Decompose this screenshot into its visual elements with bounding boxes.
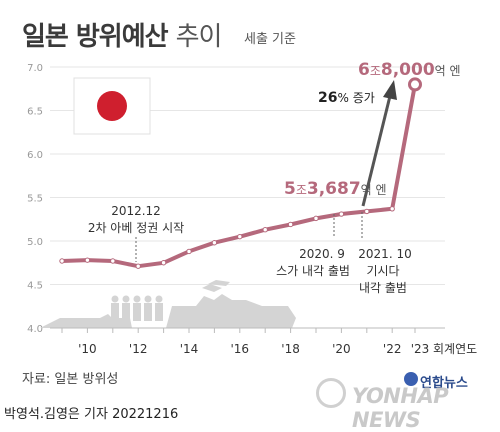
y-tick-label: 4.0 — [27, 324, 43, 335]
source-note: 자료: 일본 방위성 — [22, 372, 119, 387]
data-point — [160, 260, 167, 266]
data-point — [110, 258, 116, 264]
x-tick-label: '12 — [129, 342, 148, 356]
y-tick-label: 4.5 — [27, 281, 43, 292]
annotation-2012: 2012.12 2차 아베 정권 시작 — [88, 204, 184, 262]
yonhap-logo-icon — [316, 378, 346, 408]
data-point — [313, 215, 319, 222]
brand-label: 연합뉴스 — [420, 376, 468, 391]
annotation-2020: 2020. 9 스가 내각 출범 — [276, 214, 350, 278]
data-point — [237, 233, 243, 240]
x-unit-label: 회계연도 — [433, 342, 477, 356]
data-point — [186, 248, 192, 255]
increase-arrow — [361, 80, 397, 207]
data-point — [84, 257, 91, 263]
x-tick-label: '20 — [332, 342, 351, 356]
data-point — [338, 211, 345, 217]
data-point — [389, 206, 395, 212]
y-tick-label: 6.5 — [27, 107, 43, 118]
label-2022: 5조3,687억 엔 — [284, 179, 387, 199]
svg-text:2021. 10: 2021. 10 — [358, 247, 411, 261]
y-tick-label: 7.0 — [27, 63, 43, 74]
svg-text:기시다: 기시다 — [366, 264, 399, 278]
title-light: 추이 — [175, 22, 223, 52]
data-point — [211, 240, 218, 246]
x-tick-label: '10 — [78, 342, 97, 356]
x-tick-label: '16 — [231, 342, 250, 356]
data-points — [59, 77, 422, 269]
svg-text:2020. 9: 2020. 9 — [299, 247, 345, 261]
svg-text:2차 아베 정권 시작: 2차 아베 정권 시작 — [88, 221, 184, 235]
page-title: 일본 방위예산 추이 — [22, 16, 223, 53]
credit-line: 박영석.김영은 기자 20221216 — [4, 407, 179, 422]
watermark: YONHAP NEWS — [352, 384, 449, 432]
data-point — [262, 226, 268, 233]
japan-flag-icon — [73, 77, 151, 135]
x-tick-label: '14 — [180, 342, 199, 356]
y-tick-label: 5.5 — [27, 194, 43, 205]
data-point — [59, 258, 65, 264]
svg-text:내각 출범: 내각 출범 — [359, 281, 407, 295]
data-point — [364, 208, 370, 215]
increase-label: 26% 증가 — [318, 90, 375, 106]
svg-text:스가 내각 출범: 스가 내각 출범 — [276, 264, 350, 278]
subtitle: 세출 기준 — [244, 32, 296, 47]
y-axis-ticks: 4.0 4.5 5.0 5.5 6.0 6.5 7.0 — [27, 63, 43, 335]
x-tick-label: '18 — [281, 342, 300, 356]
brand-dot-icon — [404, 372, 418, 386]
x-tick-label: '22 — [383, 342, 402, 356]
y-tick-label: 6.0 — [27, 150, 43, 161]
annotation-2021: 2021. 10 기시다 내각 출범 — [358, 212, 412, 295]
x-tick-label: '23 — [411, 342, 430, 356]
svg-text:2012.12: 2012.12 — [111, 204, 161, 218]
peak-label: 6조8,000억 엔 — [358, 60, 461, 80]
data-point — [135, 263, 141, 269]
data-point — [408, 77, 422, 92]
x-axis-ticks: '10 '12 '14 '16 '18 '20 '22 '23 — [61, 328, 430, 356]
title-bold: 일본 방위예산 — [22, 22, 169, 52]
data-point — [287, 221, 294, 228]
military-silhouette — [40, 280, 296, 328]
y-tick-label: 5.0 — [27, 237, 43, 248]
